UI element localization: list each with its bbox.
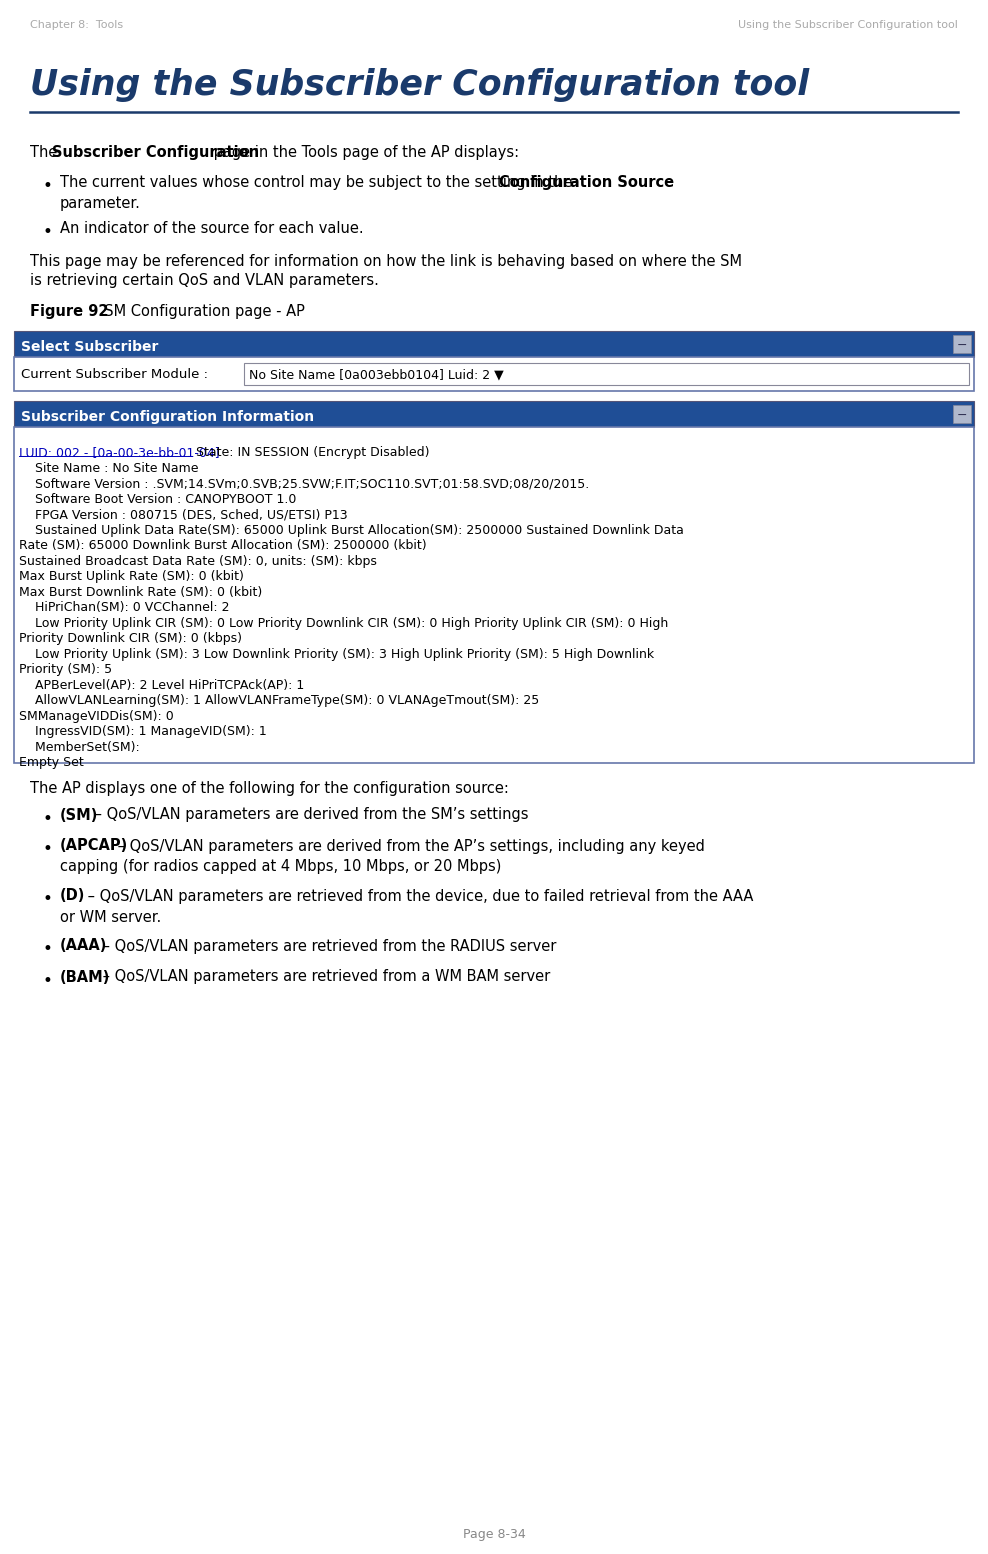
Text: or WM server.: or WM server. xyxy=(60,909,161,925)
Text: Figure 92: Figure 92 xyxy=(30,305,109,319)
Text: An indicator of the source for each value.: An indicator of the source for each valu… xyxy=(60,221,364,236)
Bar xyxy=(244,364,969,385)
Text: – QoS/VLAN parameters are derived from the SM’s settings: – QoS/VLAN parameters are derived from t… xyxy=(90,808,529,822)
Text: −: − xyxy=(956,339,967,351)
Text: Using the Subscriber Configuration tool: Using the Subscriber Configuration tool xyxy=(30,68,809,103)
Text: is retrieving certain QoS and VLAN parameters.: is retrieving certain QoS and VLAN param… xyxy=(30,274,378,287)
Text: page in the Tools page of the AP displays:: page in the Tools page of the AP display… xyxy=(209,145,519,160)
Text: •: • xyxy=(42,940,52,959)
Text: The current values whose control may be subject to the setting in the: The current values whose control may be … xyxy=(60,176,577,190)
Text: •: • xyxy=(42,841,52,858)
Text: – QoS/VLAN parameters are retrieved from the RADIUS server: – QoS/VLAN parameters are retrieved from… xyxy=(98,939,556,954)
Text: Priority (SM): 5: Priority (SM): 5 xyxy=(19,664,112,676)
Text: Chapter 8:  Tools: Chapter 8: Tools xyxy=(30,20,124,30)
Text: capping (for radios capped at 4 Mbps, 10 Mbps, or 20 Mbps): capping (for radios capped at 4 Mbps, 10… xyxy=(60,859,501,875)
Text: Low Priority Uplink CIR (SM): 0 Low Priority Downlink CIR (SM): 0 High Priority : Low Priority Uplink CIR (SM): 0 Low Prio… xyxy=(19,617,668,629)
Text: •: • xyxy=(42,224,52,241)
Text: FPGA Version : 080715 (DES, Sched, US/ETSI) P13: FPGA Version : 080715 (DES, Sched, US/ET… xyxy=(19,508,348,521)
Text: Site Name : No Site Name: Site Name : No Site Name xyxy=(19,462,199,474)
Bar xyxy=(953,336,971,353)
Text: Select Subscriber: Select Subscriber xyxy=(21,340,158,354)
Text: Rate (SM): 65000 Downlink Burst Allocation (SM): 2500000 (kbit): Rate (SM): 65000 Downlink Burst Allocati… xyxy=(19,539,427,552)
Text: −: − xyxy=(956,409,967,421)
Text: parameter.: parameter. xyxy=(60,196,141,211)
Text: Page 8-34: Page 8-34 xyxy=(462,1528,526,1542)
Text: State: IN SESSION (Encrypt Disabled): State: IN SESSION (Encrypt Disabled) xyxy=(192,446,430,458)
Text: (D): (D) xyxy=(60,889,85,903)
Text: AllowVLANLearning(SM): 1 AllowVLANFrameType(SM): 0 VLANAgeTmout(SM): 25: AllowVLANLearning(SM): 1 AllowVLANFrameT… xyxy=(19,695,539,707)
Bar xyxy=(14,427,974,763)
Text: The: The xyxy=(30,145,62,160)
Text: Subscriber Configuration: Subscriber Configuration xyxy=(52,145,259,160)
Bar xyxy=(14,331,974,357)
Text: Max Burst Uplink Rate (SM): 0 (kbit): Max Burst Uplink Rate (SM): 0 (kbit) xyxy=(19,570,244,583)
Text: Software Version : .SVM;14.SVm;0.SVB;25.SVW;F.IT;SOC110.SVT;01:58.SVD;08/20/2015: Software Version : .SVM;14.SVm;0.SVB;25.… xyxy=(19,477,589,490)
Text: No Site Name [0a003ebb0104] Luid: 2 ▼: No Site Name [0a003ebb0104] Luid: 2 ▼ xyxy=(249,368,504,381)
Text: Empty Set: Empty Set xyxy=(19,757,84,769)
Bar xyxy=(14,357,974,392)
Text: LUID: 002 - [0a-00-3e-bb-01-04]: LUID: 002 - [0a-00-3e-bb-01-04] xyxy=(19,446,219,458)
Text: •: • xyxy=(42,810,52,827)
Text: (BAM): (BAM) xyxy=(60,970,111,985)
Text: Using the Subscriber Configuration tool: Using the Subscriber Configuration tool xyxy=(738,20,958,30)
Text: – QoS/VLAN parameters are retrieved from a WM BAM server: – QoS/VLAN parameters are retrieved from… xyxy=(98,970,549,985)
Text: Configuration Source: Configuration Source xyxy=(499,176,674,190)
Text: Subscriber Configuration Information: Subscriber Configuration Information xyxy=(21,410,314,424)
Text: MemberSet(SM):: MemberSet(SM): xyxy=(19,741,139,754)
Text: •: • xyxy=(42,971,52,990)
Text: This page may be referenced for information on how the link is behaving based on: This page may be referenced for informat… xyxy=(30,253,742,269)
Bar xyxy=(953,406,971,423)
Text: Software Boot Version : CANOPYBOOT 1.0: Software Boot Version : CANOPYBOOT 1.0 xyxy=(19,493,296,505)
Text: Current Subscriber Module :: Current Subscriber Module : xyxy=(21,367,208,381)
Text: •: • xyxy=(42,890,52,909)
Text: – QoS/VLAN parameters are retrieved from the device, due to failed retrieval fro: – QoS/VLAN parameters are retrieved from… xyxy=(83,889,753,903)
Text: SM Configuration page - AP: SM Configuration page - AP xyxy=(95,305,305,319)
Text: The AP displays one of the following for the configuration source:: The AP displays one of the following for… xyxy=(30,780,509,796)
Text: APBerLevel(AP): 2 Level HiPriTCPAck(AP): 1: APBerLevel(AP): 2 Level HiPriTCPAck(AP):… xyxy=(19,679,304,692)
Text: (APCAP): (APCAP) xyxy=(60,839,128,853)
Text: Priority Downlink CIR (SM): 0 (kbps): Priority Downlink CIR (SM): 0 (kbps) xyxy=(19,632,242,645)
Text: •: • xyxy=(42,177,52,194)
Text: (AAA): (AAA) xyxy=(60,939,108,954)
Bar xyxy=(14,401,974,427)
Text: Sustained Broadcast Data Rate (SM): 0, units: (SM): kbps: Sustained Broadcast Data Rate (SM): 0, u… xyxy=(19,555,376,567)
Text: SMManageVIDDis(SM): 0: SMManageVIDDis(SM): 0 xyxy=(19,710,174,723)
Text: Max Burst Downlink Rate (SM): 0 (kbit): Max Burst Downlink Rate (SM): 0 (kbit) xyxy=(19,586,262,598)
Text: Low Priority Uplink (SM): 3 Low Downlink Priority (SM): 3 High Uplink Priority (: Low Priority Uplink (SM): 3 Low Downlink… xyxy=(19,648,654,660)
Text: IngressVID(SM): 1 ManageVID(SM): 1: IngressVID(SM): 1 ManageVID(SM): 1 xyxy=(19,726,267,738)
Text: (SM): (SM) xyxy=(60,808,99,822)
Text: – QoS/VLAN parameters are derived from the AP’s settings, including any keyed: – QoS/VLAN parameters are derived from t… xyxy=(113,839,704,853)
Text: Sustained Uplink Data Rate(SM): 65000 Uplink Burst Allocation(SM): 2500000 Susta: Sustained Uplink Data Rate(SM): 65000 Up… xyxy=(19,524,684,536)
Text: HiPriChan(SM): 0 VCChannel: 2: HiPriChan(SM): 0 VCChannel: 2 xyxy=(19,601,229,614)
